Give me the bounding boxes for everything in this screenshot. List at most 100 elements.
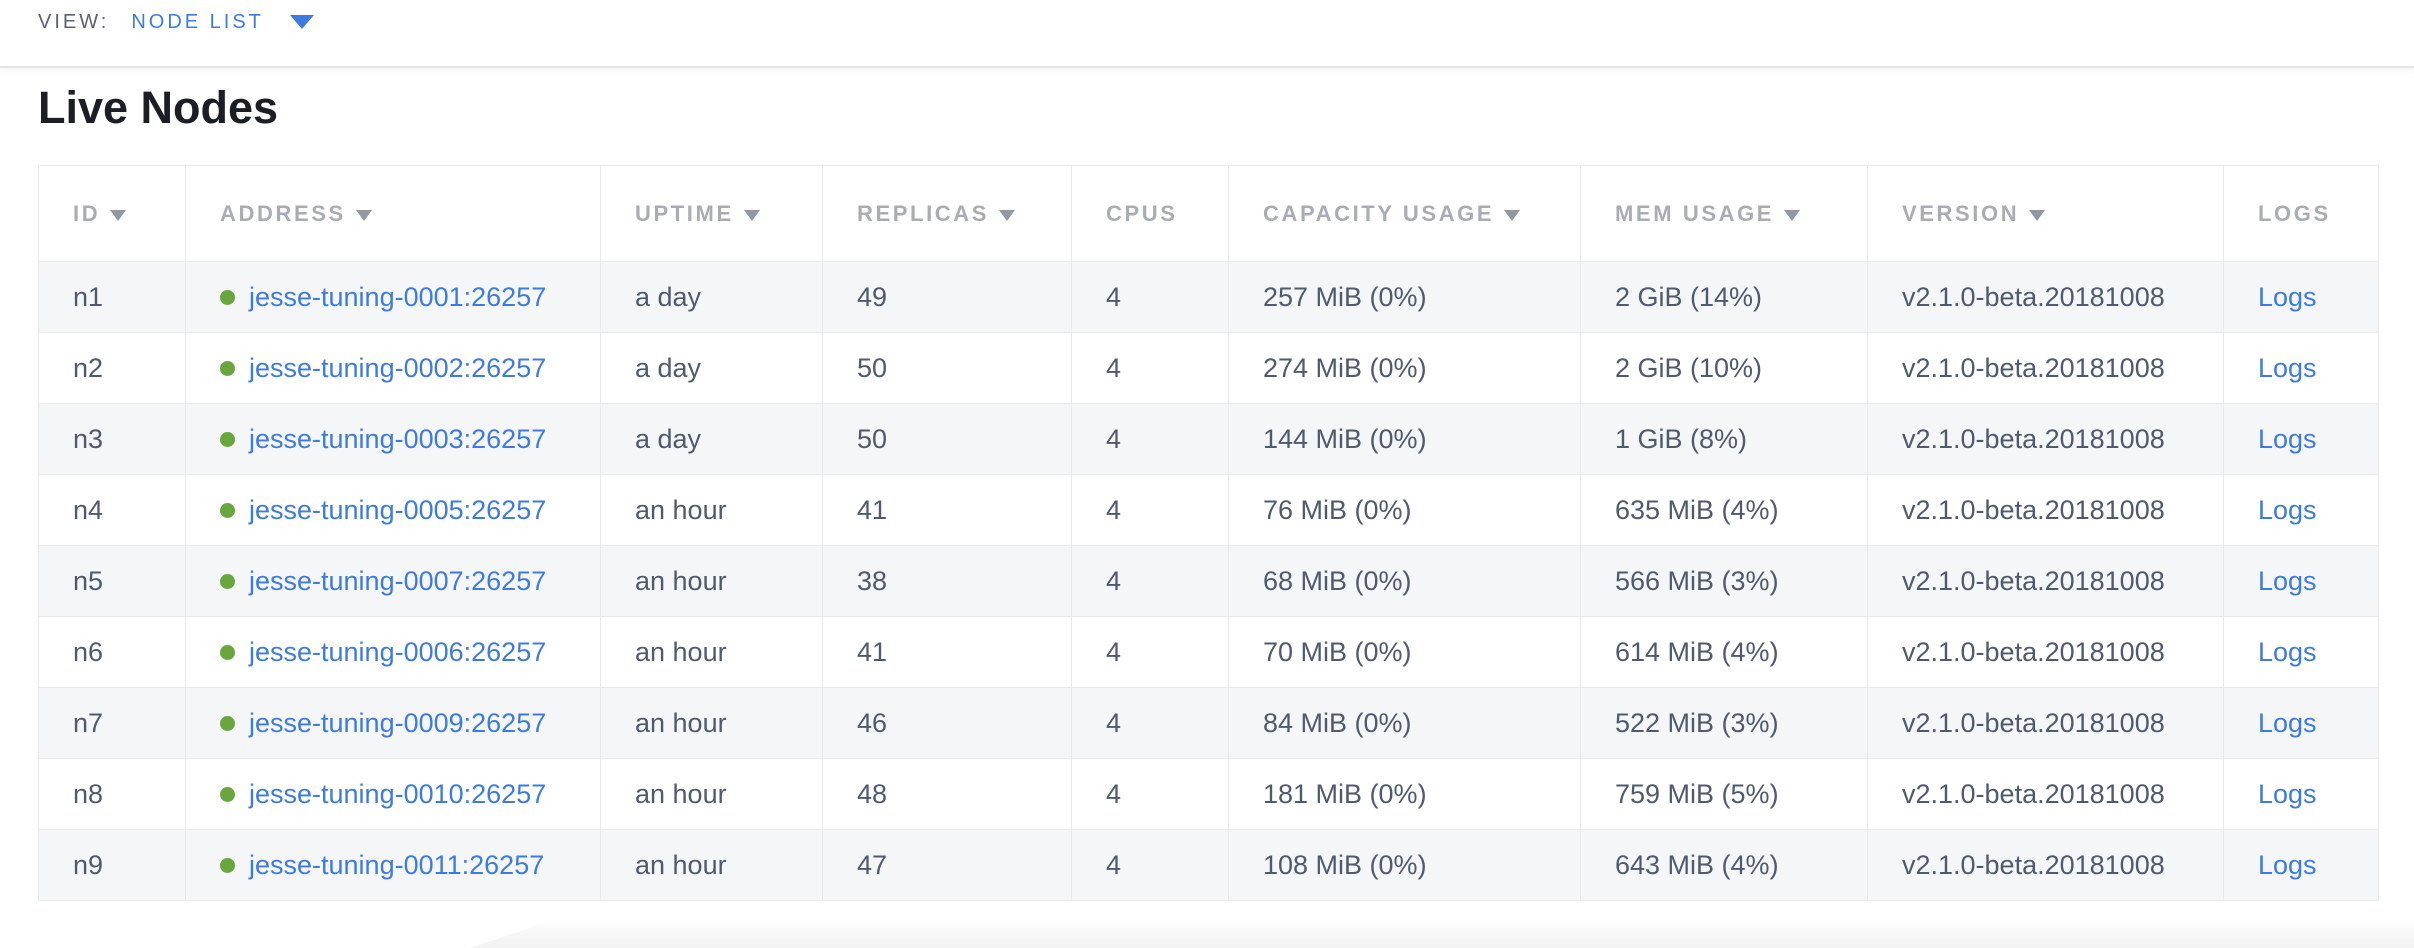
node-capacity-cell: 257 MiB (0%) bbox=[1228, 261, 1581, 333]
column-header-uptime[interactable]: UPTIME bbox=[600, 165, 823, 262]
logs-link[interactable]: Logs bbox=[2258, 494, 2317, 525]
node-status-healthy-icon bbox=[220, 502, 235, 518]
node-version-cell: v2.1.0-beta.20181008 bbox=[1867, 545, 2224, 617]
node-address-cell: jesse-tuning-0010:26257 bbox=[185, 758, 601, 830]
node-row-n1: n1 jesse-tuning-0001:26257 a day 49 4 257 MiB… bbox=[38, 261, 2379, 333]
logs-link[interactable]: Logs bbox=[2258, 423, 2317, 454]
node-replicas-cell: 38 bbox=[822, 545, 1072, 617]
column-header-version[interactable]: VERSION bbox=[1867, 165, 2224, 262]
logs-link[interactable]: Logs bbox=[2258, 849, 2317, 880]
node-cpus-cell: 4 bbox=[1071, 616, 1229, 688]
node-address-link[interactable]: jesse-tuning-0002:26257 bbox=[249, 352, 547, 383]
column-label: LOGS bbox=[2258, 200, 2331, 226]
node-cpus-cell: 4 bbox=[1071, 474, 1229, 546]
node-address-link[interactable]: jesse-tuning-0003:26257 bbox=[249, 423, 547, 454]
column-header-logs: LOGS bbox=[2223, 165, 2379, 262]
column-label: REPLICAS bbox=[857, 200, 990, 226]
view-label: VIEW: bbox=[38, 11, 110, 33]
node-replicas-cell: 47 bbox=[822, 829, 1072, 901]
node-capacity-cell: 181 MiB (0%) bbox=[1228, 758, 1581, 830]
logs-link[interactable]: Logs bbox=[2258, 636, 2317, 667]
node-address-cell: jesse-tuning-0011:26257 bbox=[185, 829, 601, 901]
node-capacity-cell: 84 MiB (0%) bbox=[1228, 687, 1581, 759]
logs-link[interactable]: Logs bbox=[2258, 281, 2317, 312]
node-status-healthy-icon bbox=[220, 431, 235, 447]
node-row-n9: n9 jesse-tuning-0011:26257 an hour 47 4 108 M… bbox=[38, 829, 2379, 901]
chevron-down-icon bbox=[289, 15, 314, 29]
node-row-n8: n8 jesse-tuning-0010:26257 an hour 48 4 181 M… bbox=[38, 758, 2379, 830]
live-nodes-section: Live Nodes ID ADDRESS UPTIME REPLICAS CPUS CA… bbox=[0, 82, 2414, 901]
node-version-cell: v2.1.0-beta.20181008 bbox=[1867, 687, 2224, 759]
sort-desc-icon bbox=[1504, 209, 1521, 221]
column-header-replicas[interactable]: REPLICAS bbox=[822, 165, 1072, 262]
logs-link[interactable]: Logs bbox=[2258, 565, 2317, 596]
node-capacity-cell: 76 MiB (0%) bbox=[1228, 474, 1581, 546]
logs-link[interactable]: Logs bbox=[2258, 707, 2317, 738]
live-nodes-table: ID ADDRESS UPTIME REPLICAS CPUS CAPACITY USAG… bbox=[38, 165, 2379, 901]
node-id-cell: n8 bbox=[38, 758, 186, 830]
node-logs-cell: Logs bbox=[2223, 403, 2379, 475]
column-label: UPTIME bbox=[635, 200, 734, 226]
node-id-cell: n5 bbox=[38, 545, 186, 617]
node-cpus-cell: 4 bbox=[1071, 261, 1229, 333]
page-title: Live Nodes bbox=[38, 82, 279, 133]
node-mem-cell: 643 MiB (4%) bbox=[1580, 829, 1868, 901]
view-selector-dropdown[interactable]: NODE LIST bbox=[131, 9, 314, 35]
node-address-cell: jesse-tuning-0003:26257 bbox=[185, 403, 601, 475]
node-logs-cell: Logs bbox=[2223, 545, 2379, 617]
logs-link[interactable]: Logs bbox=[2258, 778, 2317, 809]
column-label: ID bbox=[73, 200, 101, 226]
sort-desc-icon bbox=[110, 209, 127, 221]
node-version-cell: v2.1.0-beta.20181008 bbox=[1867, 829, 2224, 901]
node-cpus-cell: 4 bbox=[1071, 687, 1229, 759]
node-address-link[interactable]: jesse-tuning-0001:26257 bbox=[249, 281, 547, 312]
node-row-n7: n7 jesse-tuning-0009:26257 an hour 46 4 84 Mi… bbox=[38, 687, 2379, 759]
sort-desc-icon bbox=[999, 209, 1016, 221]
column-header-mem[interactable]: MEM USAGE bbox=[1580, 165, 1868, 262]
node-replicas-cell: 41 bbox=[822, 474, 1072, 546]
node-mem-cell: 2 GiB (14%) bbox=[1580, 261, 1868, 333]
column-label: MEM USAGE bbox=[1615, 200, 1775, 226]
node-logs-cell: Logs bbox=[2223, 474, 2379, 546]
node-logs-cell: Logs bbox=[2223, 332, 2379, 404]
node-row-n4: n4 jesse-tuning-0005:26257 an hour 41 4 76 Mi… bbox=[38, 474, 2379, 546]
node-version-cell: v2.1.0-beta.20181008 bbox=[1867, 474, 2224, 546]
node-uptime-cell: an hour bbox=[600, 545, 823, 617]
sort-desc-icon bbox=[2029, 209, 2046, 221]
column-label: CAPACITY USAGE bbox=[1263, 200, 1495, 226]
node-capacity-cell: 144 MiB (0%) bbox=[1228, 403, 1581, 475]
view-bar: VIEW: NODE LIST bbox=[0, 0, 2414, 68]
node-mem-cell: 522 MiB (3%) bbox=[1580, 687, 1868, 759]
node-mem-cell: 635 MiB (4%) bbox=[1580, 474, 1868, 546]
node-uptime-cell: an hour bbox=[600, 829, 823, 901]
node-replicas-cell: 50 bbox=[822, 332, 1072, 404]
node-address-link[interactable]: jesse-tuning-0010:26257 bbox=[249, 778, 547, 809]
node-address-link[interactable]: jesse-tuning-0006:26257 bbox=[249, 636, 547, 667]
node-address-link[interactable]: jesse-tuning-0011:26257 bbox=[249, 849, 545, 880]
node-status-healthy-icon bbox=[220, 715, 235, 731]
column-header-id[interactable]: ID bbox=[38, 165, 186, 262]
node-address-link[interactable]: jesse-tuning-0005:26257 bbox=[249, 494, 547, 525]
node-status-healthy-icon bbox=[220, 857, 235, 873]
node-mem-cell: 566 MiB (3%) bbox=[1580, 545, 1868, 617]
node-row-n3: n3 jesse-tuning-0003:26257 a day 50 4 144 MiB… bbox=[38, 403, 2379, 475]
node-replicas-cell: 46 bbox=[822, 687, 1072, 759]
node-address-link[interactable]: jesse-tuning-0009:26257 bbox=[249, 707, 547, 738]
node-cpus-cell: 4 bbox=[1071, 829, 1229, 901]
node-uptime-cell: a day bbox=[600, 261, 823, 333]
node-uptime-cell: an hour bbox=[600, 758, 823, 830]
logs-link[interactable]: Logs bbox=[2258, 352, 2317, 383]
node-uptime-cell: an hour bbox=[600, 474, 823, 546]
node-cpus-cell: 4 bbox=[1071, 758, 1229, 830]
column-header-capacity[interactable]: CAPACITY USAGE bbox=[1228, 165, 1581, 262]
node-status-healthy-icon bbox=[220, 644, 235, 660]
node-replicas-cell: 41 bbox=[822, 616, 1072, 688]
node-address-cell: jesse-tuning-0007:26257 bbox=[185, 545, 601, 617]
column-header-address[interactable]: ADDRESS bbox=[185, 165, 601, 262]
node-address-cell: jesse-tuning-0005:26257 bbox=[185, 474, 601, 546]
column-label: CPUS bbox=[1106, 200, 1178, 226]
node-uptime-cell: an hour bbox=[600, 687, 823, 759]
node-version-cell: v2.1.0-beta.20181008 bbox=[1867, 616, 2224, 688]
node-address-link[interactable]: jesse-tuning-0007:26257 bbox=[249, 565, 547, 596]
node-status-healthy-icon bbox=[220, 360, 235, 376]
